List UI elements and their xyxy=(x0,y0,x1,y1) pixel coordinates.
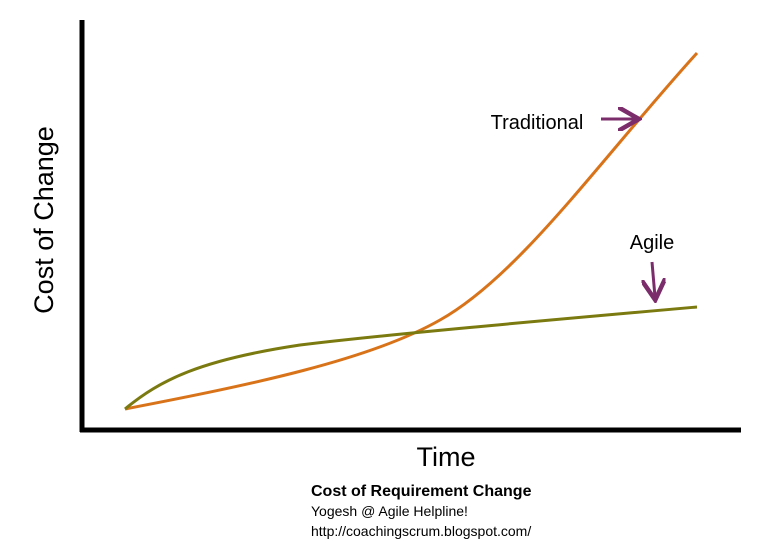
curve-label: Traditional xyxy=(491,112,584,134)
caption-title: Cost of Requirement Change xyxy=(311,483,532,500)
caption-author: Yogesh @ Agile Helpline! xyxy=(311,503,468,519)
agile-arrow xyxy=(652,261,655,297)
x-axis-label: Time xyxy=(417,442,476,472)
caption-url: http://coachingscrum.blogspot.com/ xyxy=(311,523,531,539)
y-axis-label: Cost of Change xyxy=(29,126,59,314)
curve-label: Agile xyxy=(630,232,674,254)
traditional-curve xyxy=(124,51,699,411)
agile-curve xyxy=(124,305,698,411)
